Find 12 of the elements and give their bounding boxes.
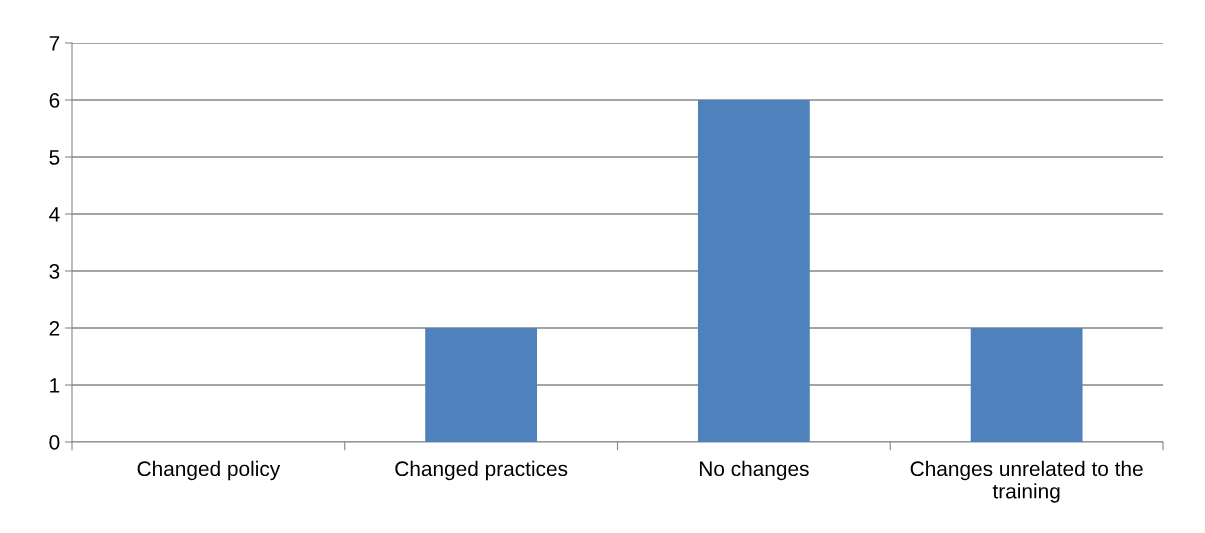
x-tick-label: Changed practices: [395, 460, 568, 481]
y-tick-label: 2: [49, 321, 60, 336]
y-tick-label: 6: [49, 93, 60, 108]
y-tick-label: 4: [49, 207, 60, 222]
y-tick-label: 1: [50, 378, 60, 393]
x-tick-label: Changes unrelated to the training: [910, 460, 1143, 503]
y-tick-label: 3: [49, 264, 60, 279]
y-tick-label: 5: [49, 150, 60, 165]
x-tick-label: Changed policy: [137, 460, 281, 481]
y-tick-label: 0: [49, 435, 60, 450]
x-tick-label: No changes: [699, 460, 809, 481]
y-tick-label: 7: [49, 36, 60, 51]
